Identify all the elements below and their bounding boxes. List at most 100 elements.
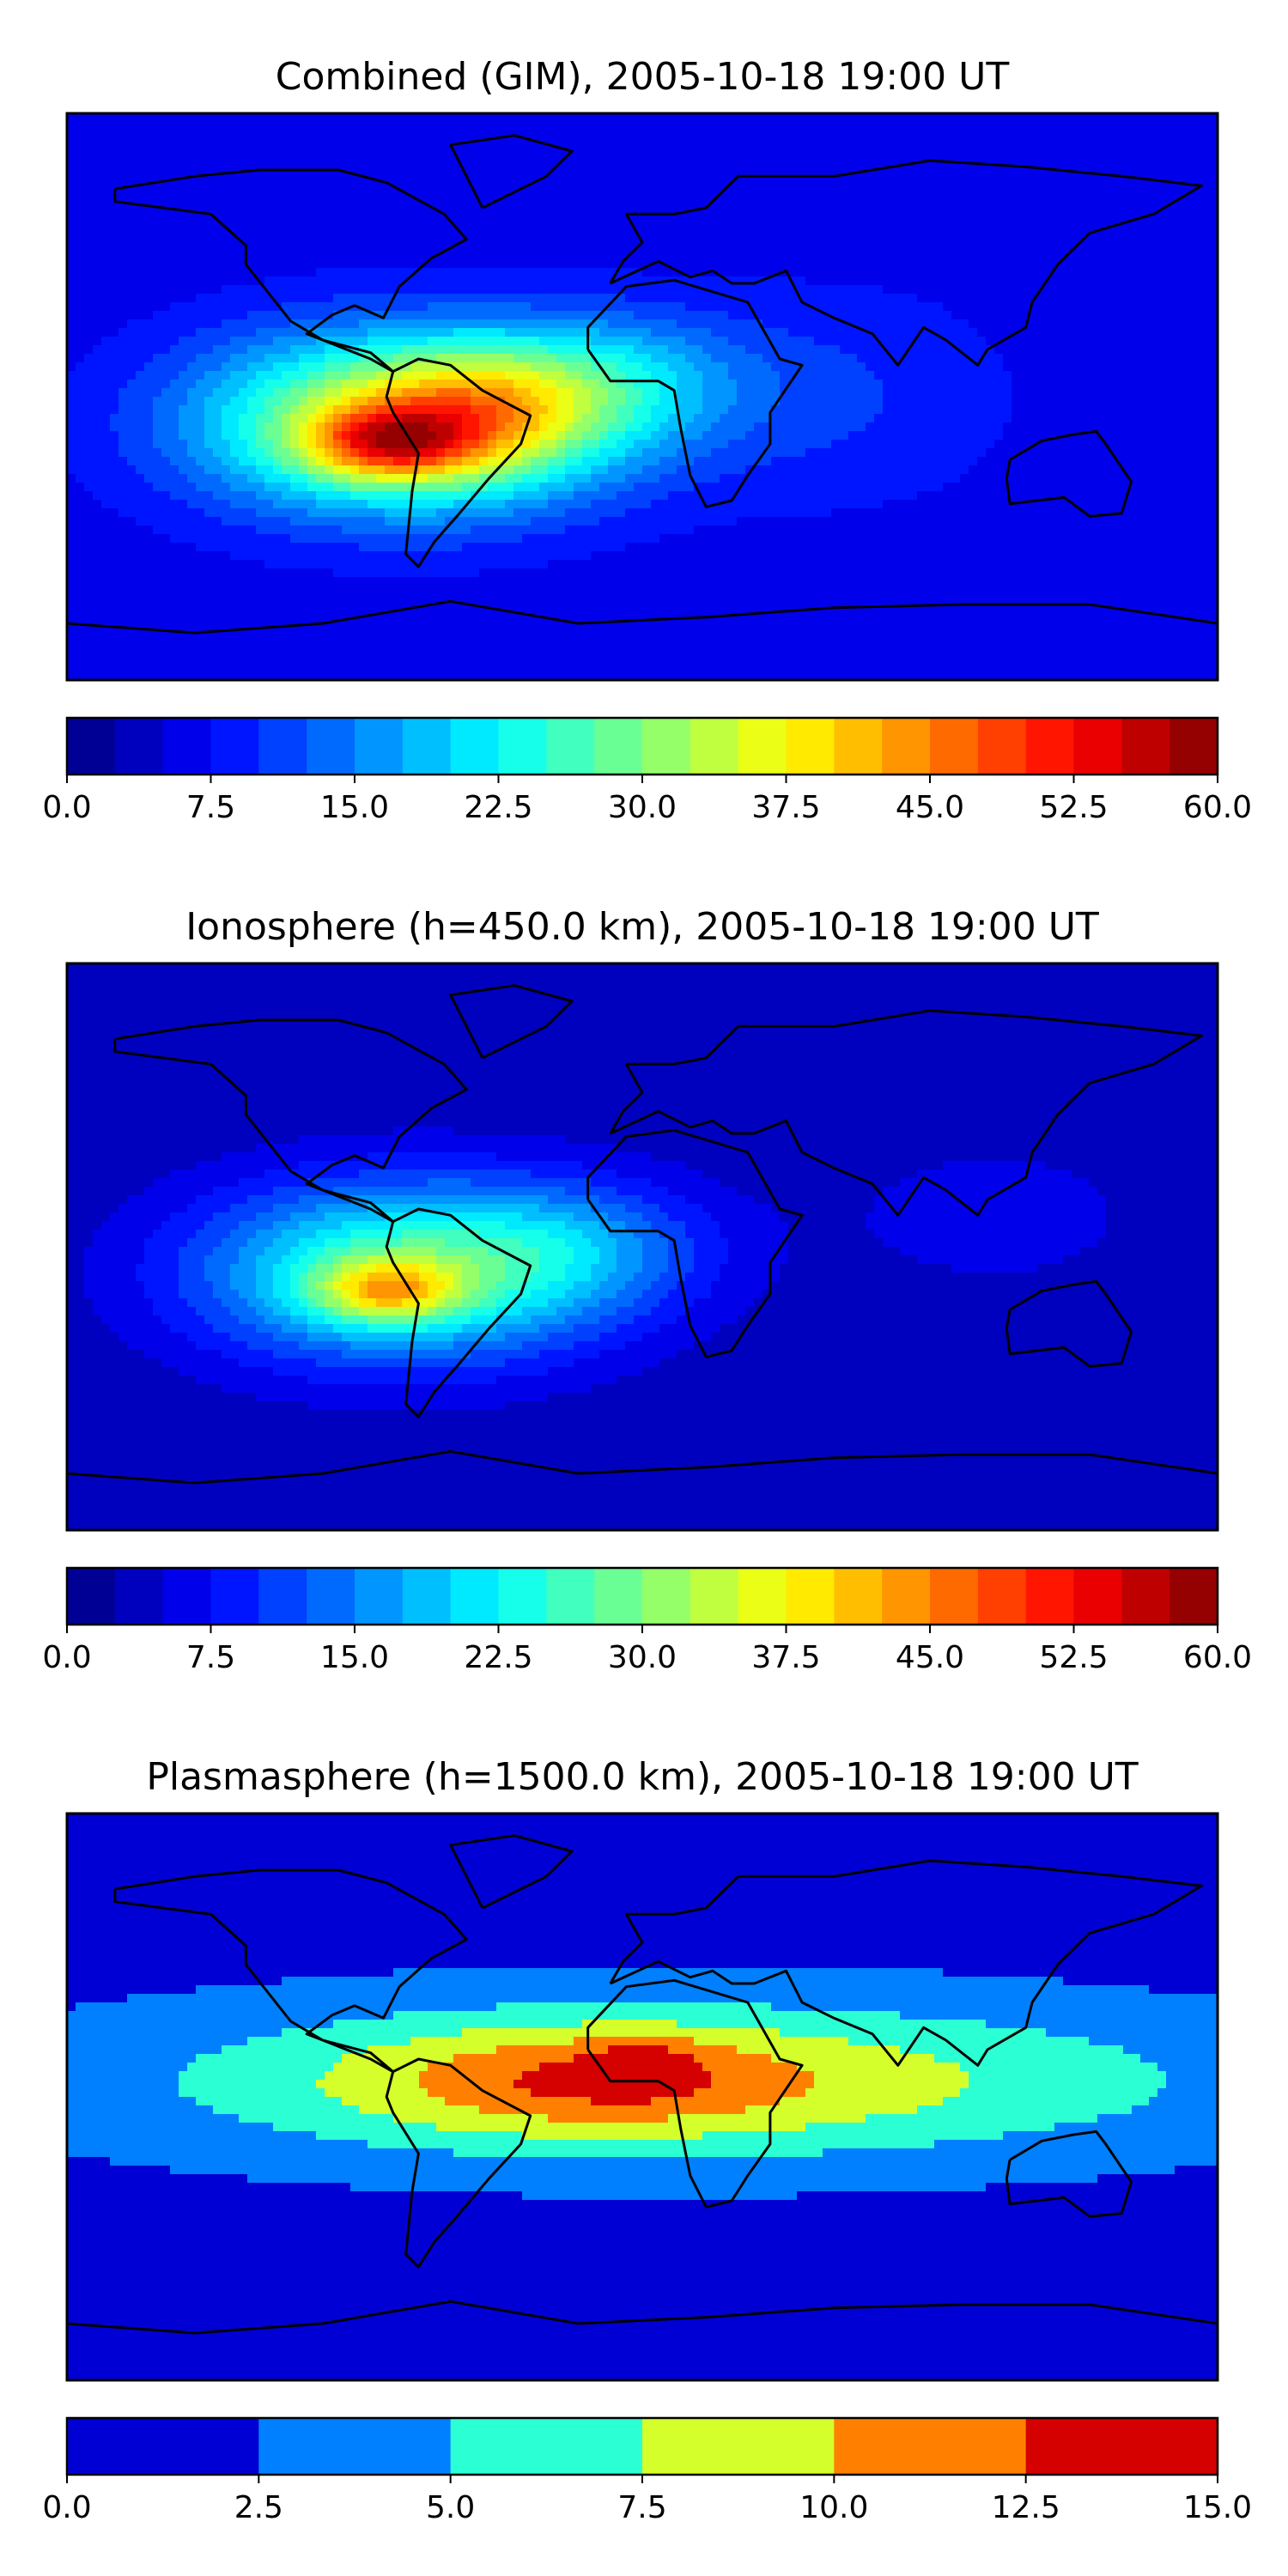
contour-cell bbox=[883, 234, 892, 243]
contour-cell bbox=[307, 113, 317, 123]
contour-cell bbox=[359, 311, 368, 320]
contour-cell bbox=[1080, 302, 1090, 312]
contour-cell bbox=[488, 182, 497, 191]
contour-cell bbox=[1115, 251, 1124, 260]
contour-cell bbox=[428, 294, 437, 303]
contour-cell bbox=[1132, 319, 1141, 329]
contour-cell bbox=[161, 328, 171, 337]
contour-cell bbox=[187, 414, 197, 423]
contour-cell bbox=[299, 294, 308, 303]
contour-cell bbox=[436, 276, 446, 286]
contour-cell bbox=[359, 276, 368, 286]
contour-cell bbox=[531, 311, 540, 320]
contour-cell bbox=[101, 294, 111, 303]
contour-cell bbox=[1020, 285, 1030, 295]
contour-cell bbox=[290, 173, 300, 183]
contour-cell bbox=[1200, 208, 1210, 217]
contour-cell bbox=[986, 251, 995, 260]
contour-cell bbox=[702, 311, 712, 320]
contour-cell bbox=[745, 285, 755, 295]
contour-cell bbox=[737, 276, 746, 286]
contour-cell bbox=[368, 345, 377, 355]
contour-cell bbox=[222, 122, 231, 131]
contour-cell bbox=[161, 276, 171, 286]
contour-cell bbox=[222, 139, 231, 149]
contour-cell bbox=[1192, 414, 1201, 423]
contour-cell bbox=[1209, 165, 1218, 174]
contour-cell bbox=[179, 242, 188, 252]
contour-cell bbox=[376, 131, 386, 140]
contour-cell bbox=[1106, 405, 1115, 415]
contour-cell bbox=[161, 380, 171, 389]
contour-cell bbox=[127, 276, 137, 286]
contour-cell bbox=[720, 173, 729, 183]
contour-cell bbox=[754, 337, 763, 346]
contour-cell bbox=[428, 139, 437, 149]
contour-cell bbox=[994, 371, 1004, 380]
contour-cell bbox=[591, 397, 600, 406]
contour-cell bbox=[196, 225, 205, 234]
contour-cell bbox=[1123, 268, 1133, 277]
contour-cell bbox=[256, 268, 265, 277]
contour-cell bbox=[67, 388, 76, 398]
contour-cell bbox=[1123, 251, 1133, 260]
contour-cell bbox=[685, 182, 695, 191]
contour-cell bbox=[986, 199, 995, 209]
contour-cell bbox=[76, 268, 85, 277]
contour-cell bbox=[325, 405, 334, 415]
contour-cell bbox=[814, 182, 823, 191]
contour-cell bbox=[273, 148, 283, 157]
contour-cell bbox=[1209, 354, 1218, 363]
contour-cell bbox=[93, 165, 102, 174]
contour-cell bbox=[1054, 397, 1064, 406]
contour-cell bbox=[187, 156, 197, 166]
contour-cell bbox=[256, 345, 265, 355]
contour-cell bbox=[926, 199, 935, 209]
contour-cell bbox=[1054, 191, 1064, 200]
contour-cell bbox=[848, 208, 858, 217]
contour-cell bbox=[513, 259, 523, 269]
contour-cell bbox=[1037, 397, 1047, 406]
contour-cell bbox=[213, 431, 222, 440]
contour-cell bbox=[883, 328, 892, 337]
contour-cell bbox=[247, 422, 257, 432]
contour-cell bbox=[840, 380, 849, 389]
contour-cell bbox=[642, 251, 652, 260]
contour-cell bbox=[196, 268, 205, 277]
contour-cell bbox=[127, 156, 137, 166]
contour-cell bbox=[505, 311, 514, 320]
panel-title: Combined (GIM), 2005-10-18 19:00 UT bbox=[276, 55, 1010, 99]
contour-cell bbox=[1132, 311, 1141, 320]
contour-cell bbox=[1209, 216, 1218, 226]
contour-cell bbox=[1209, 234, 1218, 243]
contour-cell bbox=[969, 148, 978, 157]
contour-cell bbox=[1183, 405, 1193, 415]
contour-cell bbox=[187, 405, 197, 415]
contour-cell bbox=[393, 276, 403, 286]
contour-cell bbox=[917, 139, 927, 149]
contour-cell bbox=[282, 362, 291, 372]
contour-cell bbox=[934, 319, 944, 329]
contour-cell bbox=[866, 148, 875, 157]
contour-cell bbox=[136, 311, 145, 320]
contour-cell bbox=[1183, 234, 1193, 243]
contour-cell bbox=[1106, 225, 1115, 234]
contour-cell bbox=[977, 173, 987, 183]
contour-cell bbox=[342, 199, 351, 209]
contour-cell bbox=[410, 225, 420, 234]
contour-cell bbox=[496, 414, 506, 423]
contour-cell bbox=[359, 139, 368, 149]
contour-cell bbox=[230, 156, 240, 166]
contour-cell bbox=[144, 122, 154, 131]
contour-cell bbox=[720, 139, 729, 149]
contour-cell bbox=[350, 285, 360, 295]
contour-cell bbox=[170, 380, 179, 389]
contour-cell bbox=[771, 122, 781, 131]
contour-cell bbox=[634, 216, 643, 226]
contour-cell bbox=[823, 251, 832, 260]
contour-cell bbox=[161, 414, 171, 423]
contour-cell bbox=[230, 122, 240, 131]
contour-cell bbox=[307, 362, 317, 372]
contour-cell bbox=[908, 422, 918, 432]
contour-cell bbox=[556, 251, 566, 260]
